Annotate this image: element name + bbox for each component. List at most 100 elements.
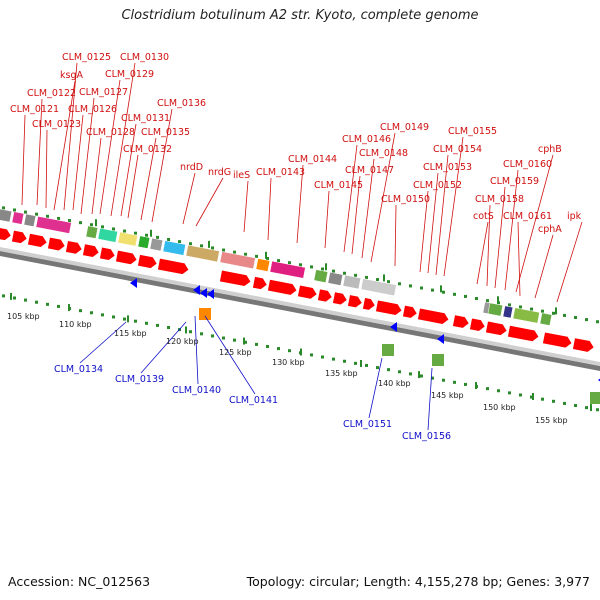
gene-label-forward: CLM_0129 (105, 69, 154, 80)
reverse-gene-arrow (193, 285, 200, 295)
tick-dot-lower (288, 349, 291, 353)
cog-block (327, 271, 344, 286)
tick-dot-upper (211, 246, 214, 250)
tick-dot-lower (563, 401, 566, 405)
tick-dot-upper (541, 309, 544, 313)
label-connector-forward (45, 129, 48, 209)
label-connector-reverse (79, 321, 127, 364)
gene-label-forward: CLM_0159 (490, 176, 539, 187)
forward-gene-arrow (417, 308, 449, 325)
label-connector-forward (296, 164, 304, 244)
gene-label-reverse: CLM_0141 (229, 395, 278, 406)
tick-major-lower (10, 292, 12, 300)
gene-label-forward: nrdD (180, 162, 203, 173)
tick-dot-upper (222, 248, 225, 252)
cog-block-reverse (199, 308, 211, 320)
label-connector-forward (151, 108, 173, 223)
cog-block (342, 274, 362, 290)
tick-dot-upper (79, 221, 82, 225)
tick-dot-upper (574, 316, 577, 320)
forward-gene-arrow (0, 228, 11, 241)
forward-gene-arrow (157, 258, 189, 275)
cog-block (97, 227, 118, 243)
tick-dot-lower (486, 387, 489, 391)
forward-gene-arrow (507, 325, 539, 342)
tick-dot-lower (310, 353, 313, 357)
tick-major-upper (325, 263, 327, 271)
label-connector-forward (419, 190, 429, 273)
cog-block (487, 302, 504, 317)
tick-dot-upper (90, 223, 93, 227)
forward-gene-arrow (99, 247, 115, 261)
gene-label-reverse: CLM_0139 (115, 374, 164, 385)
kbp-label: 120 kbp (166, 337, 199, 346)
forward-gene-arrow (452, 315, 469, 328)
label-connector-forward (504, 169, 519, 291)
tick-dot-upper (442, 290, 445, 294)
tick-dot-lower (101, 313, 104, 317)
label-connector-reverse (427, 367, 433, 431)
tick-major-upper (95, 219, 97, 227)
gene-label-forward: ileS (233, 170, 250, 181)
gene-label-forward: CLM_0126 (68, 104, 117, 115)
label-connector-forward (343, 144, 358, 253)
label-connector-forward (140, 137, 157, 221)
kbp-label: 115 kbp (114, 329, 147, 338)
tick-major-lower (243, 337, 245, 345)
tick-dot-lower (211, 334, 214, 338)
tick-dot-upper (420, 286, 423, 290)
gene-label-forward: CLM_0158 (475, 194, 524, 205)
label-connector-forward (370, 132, 396, 263)
cog-block-reverse (590, 392, 600, 404)
tick-dot-upper (134, 231, 137, 235)
tick-dot-upper (431, 288, 434, 292)
tick-major-upper (383, 274, 385, 282)
tick-dot-lower (2, 294, 5, 298)
tick-dot-upper (530, 307, 533, 311)
label-connector-forward (324, 190, 330, 249)
tick-dot-lower (574, 404, 577, 408)
cog-block (502, 305, 514, 319)
forward-gene-arrow (469, 318, 485, 331)
gene-label-forward: CLM_0143 (256, 167, 305, 178)
label-connector-reverse (140, 321, 187, 374)
label-connector-forward (127, 154, 139, 219)
forward-gene-arrow (347, 295, 362, 308)
label-connector-forward (476, 221, 489, 285)
kbp-label: 125 kbp (219, 348, 252, 357)
cog-block (255, 258, 271, 272)
tick-dot-lower (497, 389, 500, 393)
tick-dot-upper (13, 208, 16, 212)
label-connector-reverse (204, 315, 256, 395)
label-connector-forward (517, 221, 521, 297)
forward-gene-arrow (542, 332, 572, 348)
forward-gene-arrow (375, 300, 402, 316)
gene-label-forward: CLM_0130 (120, 52, 169, 63)
tick-dot-upper (563, 313, 566, 317)
tick-dot-lower (189, 330, 192, 334)
tick-dot-lower (167, 326, 170, 330)
tick-dot-lower (365, 363, 368, 367)
tick-dot-lower (596, 408, 599, 412)
tick-dot-lower (90, 311, 93, 315)
tick-dot-upper (464, 294, 467, 298)
forward-gene-arrow (485, 321, 507, 336)
kbp-label: 140 kbp (378, 379, 411, 388)
tick-major-upper (208, 240, 210, 248)
tick-dot-lower (552, 399, 555, 403)
gene-label-forward: CLM_0146 (342, 134, 391, 145)
gene-label-forward: CLM_0145 (314, 180, 363, 191)
tick-dot-upper (321, 267, 324, 271)
tick-dot-upper (596, 320, 599, 324)
tick-major-upper (497, 296, 499, 304)
cog-block (149, 237, 164, 252)
label-connector-reverse (368, 357, 383, 419)
tick-major-lower (418, 371, 420, 379)
gene-label-forward: CLM_0121 (10, 104, 59, 115)
tick-dot-lower (376, 366, 379, 370)
gene-label-forward: CLM_0155 (448, 126, 497, 137)
gene-label-forward: CLM_0128 (86, 127, 135, 138)
tick-dot-upper (123, 229, 126, 233)
label-connector-forward (91, 137, 102, 215)
label-connector-forward (72, 114, 84, 211)
